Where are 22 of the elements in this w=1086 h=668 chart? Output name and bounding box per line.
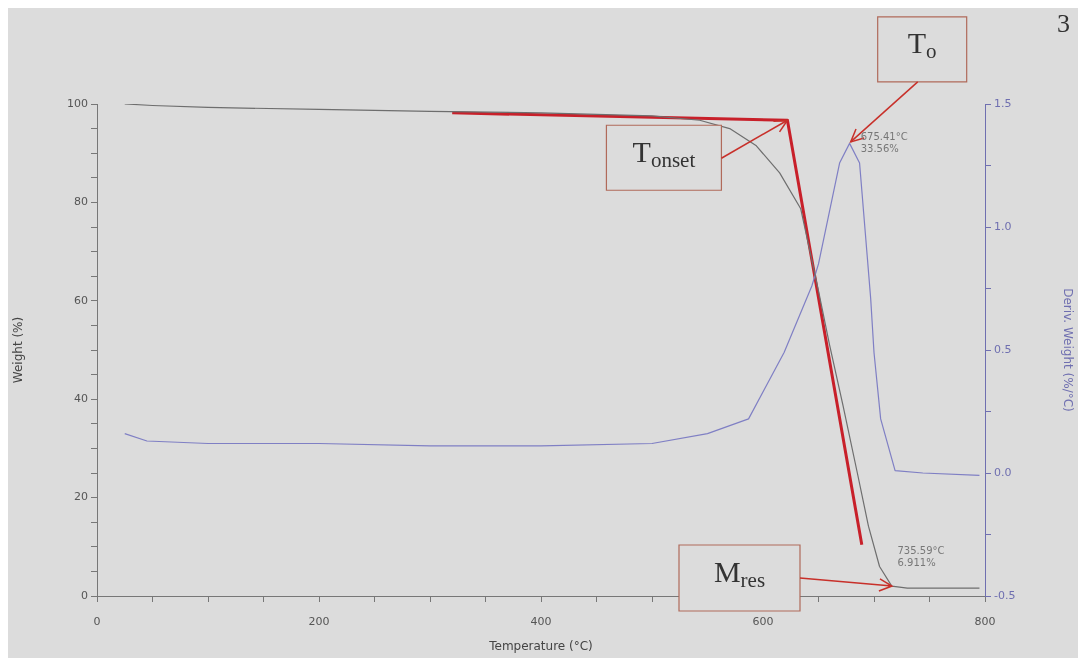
y-tick-label: 20 (74, 490, 88, 504)
y2-tick-label: 1.0 (994, 219, 1012, 233)
annotation: 735.59°C 6.911% (897, 544, 945, 568)
y-tick-label: 40 (74, 392, 88, 406)
y2-axis-title: Deriv. Weight (%/°C) (1060, 288, 1075, 412)
y-tick-label: 0 (81, 588, 88, 602)
y-tick-label: 60 (74, 293, 88, 307)
x-axis-title: Temperature (°C) (488, 638, 593, 653)
y2-tick-label: 0.5 (994, 342, 1012, 356)
y-tick-label: 100 (67, 96, 88, 110)
x-tick-label: 0 (93, 615, 101, 629)
y2-tick-label: -0.5 (994, 588, 1016, 602)
x-tick-label: 800 (974, 615, 996, 629)
y-tick-label: 80 (74, 195, 88, 209)
y-axis-title: Weight (%) (11, 316, 26, 384)
y2-tick-label: 1.5 (994, 96, 1012, 110)
x-tick-label: 400 (530, 615, 552, 629)
x-tick-label: 200 (308, 615, 330, 629)
text: 3 (1057, 8, 1070, 38)
annotation: 675.41°C 33.56% (860, 130, 908, 154)
y2-tick-label: 0.0 (994, 465, 1012, 479)
x-tick-label: 600 (752, 615, 774, 629)
